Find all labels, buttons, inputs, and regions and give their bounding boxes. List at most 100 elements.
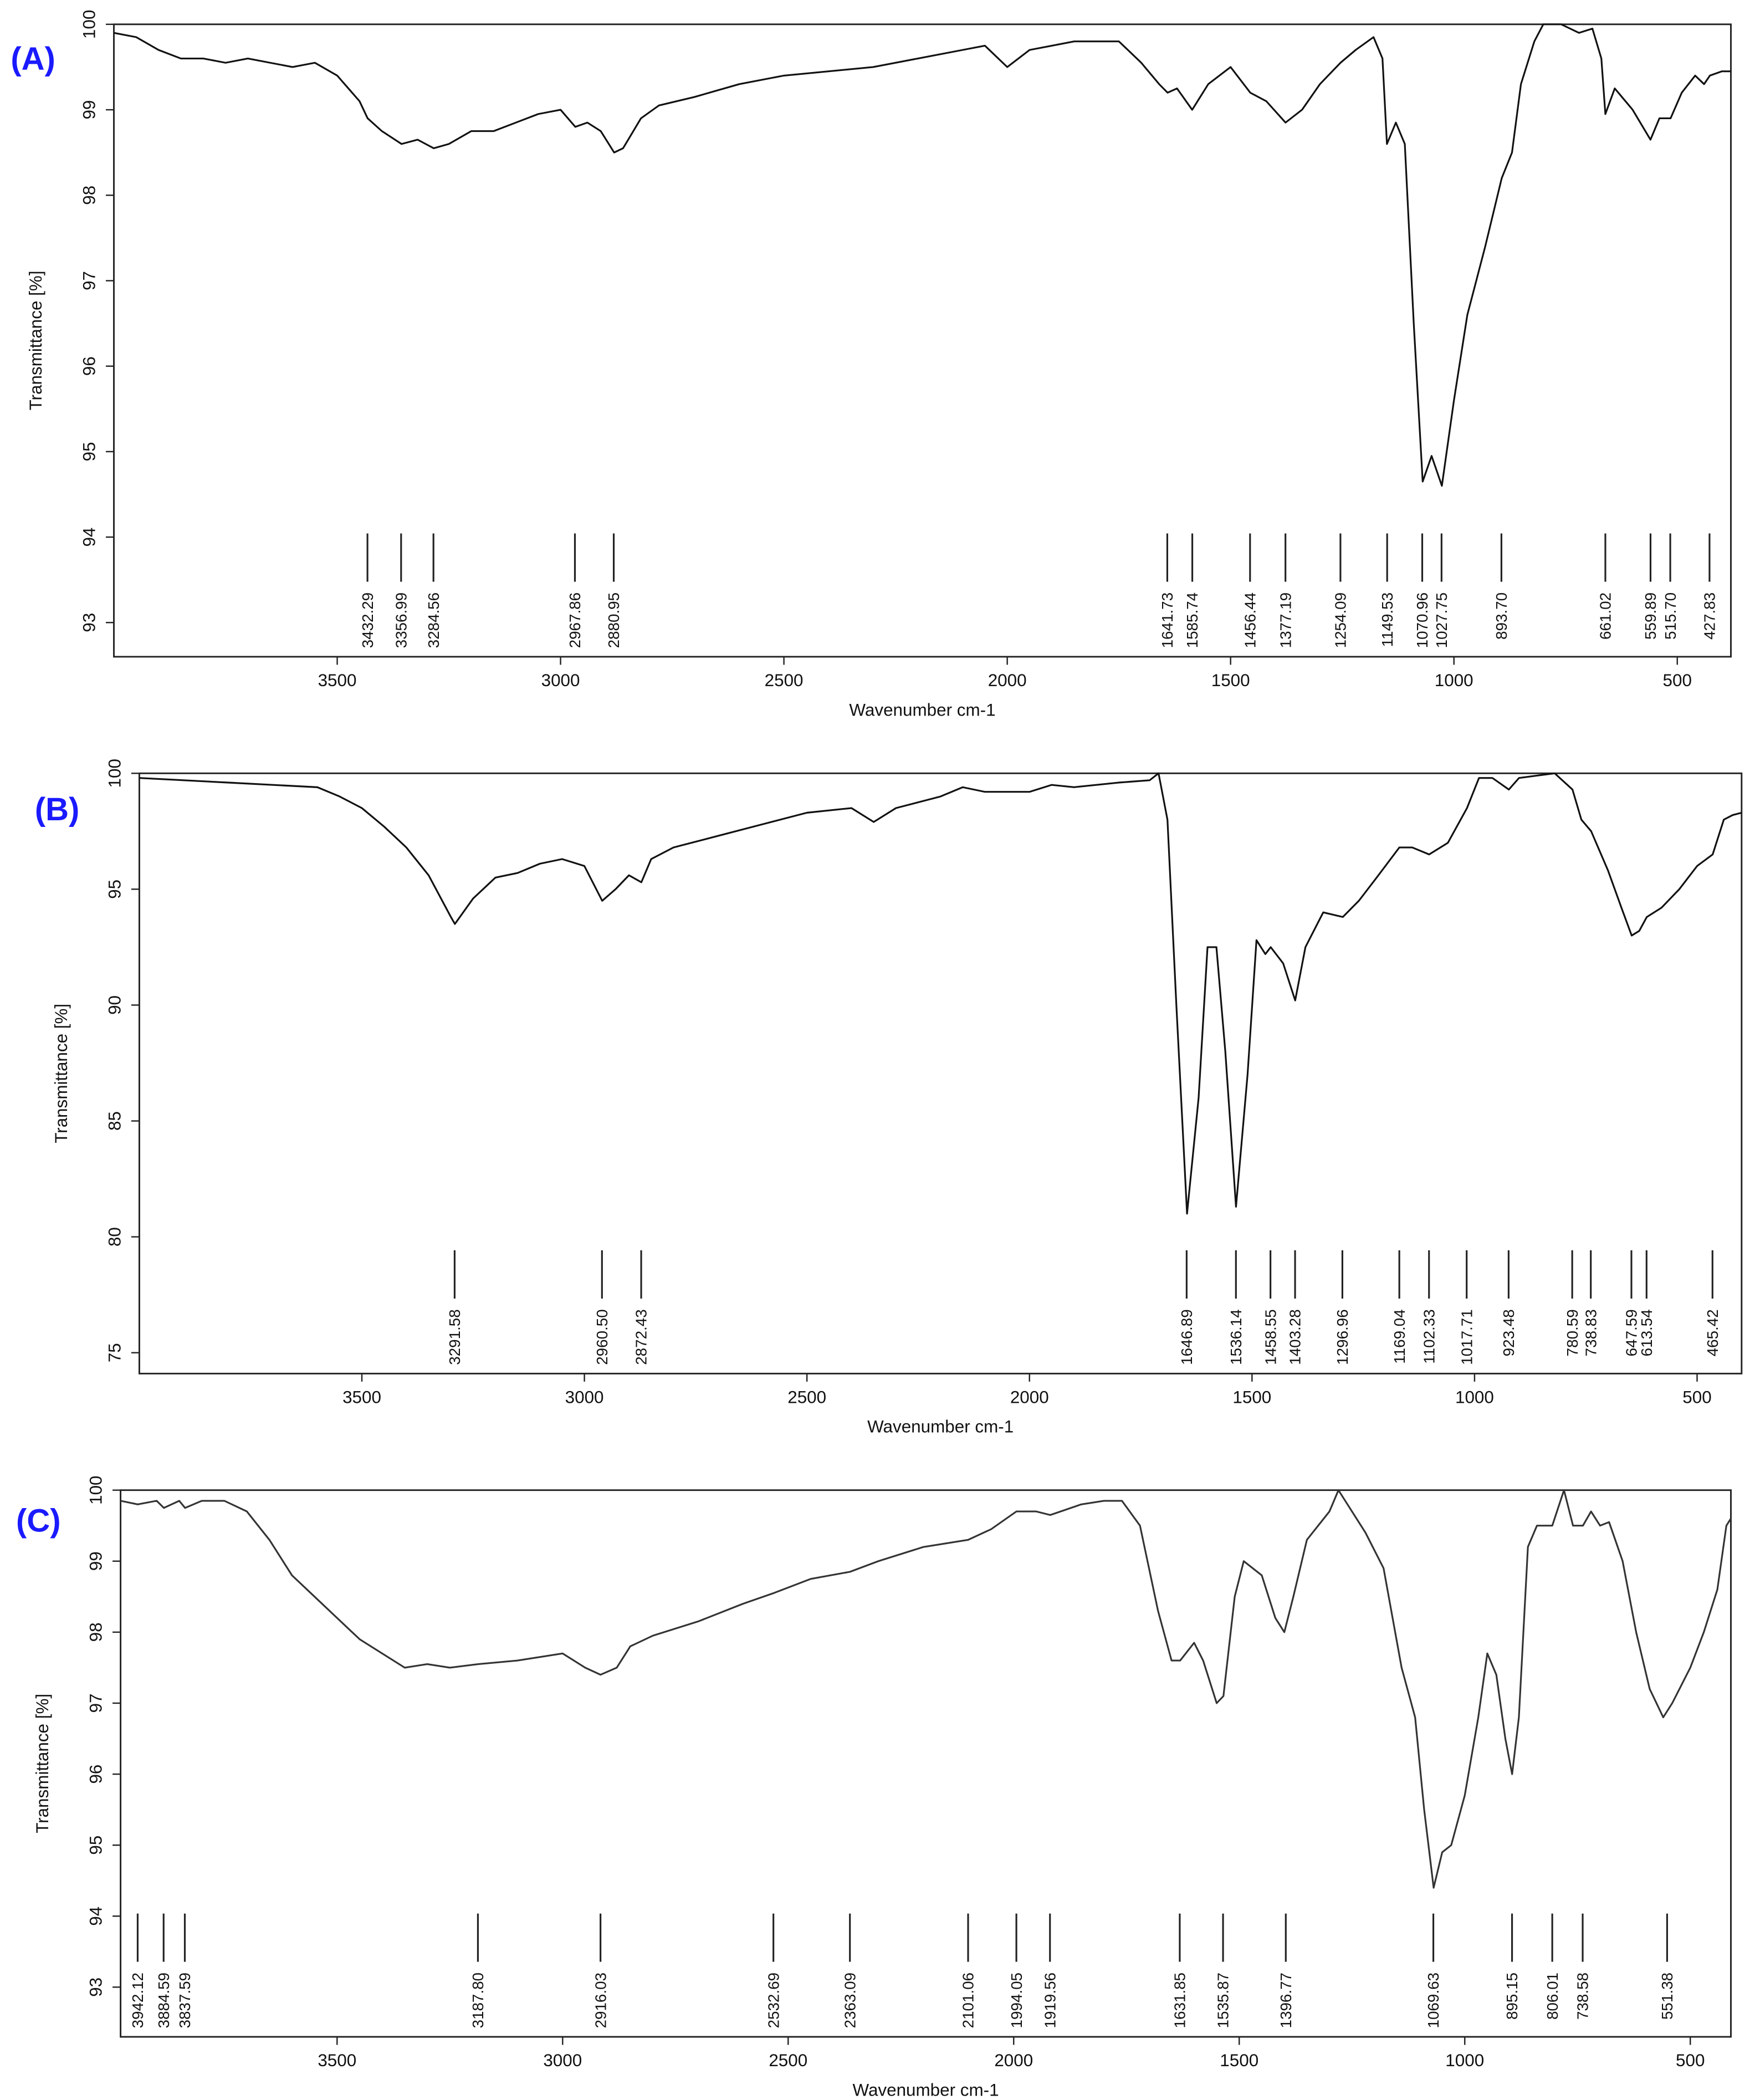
peak-label: 1994.05: [1008, 1973, 1025, 2028]
peak-label: 613.54: [1638, 1309, 1655, 1356]
y-axis-title: Transmittance [%]: [33, 1694, 52, 1833]
x-tick-label: 500: [1682, 1388, 1711, 1407]
y-tick-label: 95: [80, 442, 99, 461]
panel: (B) 3500 3000 2500 2000 1500 1000 500 75 80 85 90 95…: [35, 759, 1743, 1437]
peak-label: 3942.12: [129, 1973, 146, 2028]
peak-label: 2532.69: [765, 1973, 782, 2028]
panel-label: (A): [11, 41, 55, 77]
y-tick-label: 99: [86, 1551, 106, 1571]
x-tick-label: 3500: [318, 2051, 356, 2070]
peak-label: 3884.59: [155, 1973, 172, 2028]
y-tick-label: 99: [80, 100, 99, 120]
peak-label: 551.38: [1659, 1973, 1676, 2020]
y-axis-title: Transmittance [%]: [52, 1004, 71, 1143]
y-tick-label: 93: [86, 1978, 106, 1997]
spectrum-line: [114, 23, 1731, 487]
peak-label: 893.70: [1493, 592, 1510, 640]
y-tick-label: 100: [86, 1475, 106, 1504]
y-tick-label: 95: [86, 1836, 106, 1855]
x-tick-label: 2000: [1010, 1388, 1049, 1407]
y-tick-label: 96: [80, 356, 99, 376]
peak-label: 923.48: [1500, 1309, 1517, 1356]
peak-label: 2960.50: [593, 1309, 611, 1365]
peak-label: 427.83: [1701, 592, 1718, 640]
peak-label: 465.42: [1704, 1309, 1721, 1356]
peak-label: 3356.99: [392, 592, 410, 648]
plot-frame: [113, 23, 1732, 658]
x-axis-title: Wavenumber cm-1: [849, 700, 995, 719]
peak-label: 1535.87: [1215, 1973, 1232, 2028]
peak-label: 1458.55: [1262, 1309, 1279, 1365]
peak-label: 2363.09: [841, 1973, 858, 2028]
x-tick-label: 1000: [1435, 671, 1473, 690]
peak-label: 738.58: [1574, 1973, 1592, 2020]
panel: (C) 3500 3000 2500 2000 1500 1000 500 93 94 95 96 97…: [16, 1475, 1732, 2099]
peak-label: 1641.73: [1159, 592, 1176, 648]
x-tick-label: 3000: [541, 671, 580, 690]
x-tick-label: 2500: [787, 1388, 826, 1407]
spectrum-line: [120, 1489, 1732, 1889]
y-tick-label: 85: [105, 1111, 125, 1131]
y-tick-label: 95: [105, 880, 125, 899]
peak-label: 1169.04: [1391, 1309, 1408, 1363]
peak-label: 515.70: [1662, 592, 1679, 640]
y-tick-label: 90: [105, 995, 125, 1015]
y-tick-label: 97: [80, 271, 99, 290]
peak-label: 1102.33: [1420, 1309, 1437, 1363]
x-tick-label: 500: [1676, 2051, 1705, 2070]
peak-label: 3284.56: [425, 592, 442, 648]
peak-label: 1254.09: [1332, 592, 1349, 648]
peak-label: 2967.86: [566, 592, 584, 648]
peak-label: 1631.85: [1171, 1973, 1189, 2028]
peak-label: 647.59: [1623, 1309, 1640, 1356]
y-tick-label: 80: [105, 1227, 125, 1246]
peak-label: 3187.80: [469, 1973, 487, 2028]
panel-label: (C): [16, 1503, 61, 1539]
y-tick-label: 100: [105, 759, 125, 788]
peak-label: 1585.74: [1184, 592, 1201, 648]
panel-label: (B): [35, 791, 80, 827]
x-tick-label: 500: [1663, 671, 1692, 690]
peak-label: 1027.75: [1433, 592, 1450, 648]
y-tick-label: 75: [105, 1343, 125, 1362]
peak-label: 1070.96: [1414, 592, 1431, 648]
x-tick-label: 3000: [565, 1388, 604, 1407]
peak-label: 3291.58: [446, 1309, 463, 1365]
y-tick-label: 98: [80, 186, 99, 205]
peak-label: 559.89: [1642, 592, 1659, 640]
x-axis-title: Wavenumber cm-1: [852, 2080, 999, 2099]
x-tick-label: 3500: [342, 1388, 381, 1407]
y-axis-title: Transmittance [%]: [26, 270, 45, 410]
x-tick-label: 3500: [318, 671, 357, 690]
y-tick-label: 93: [80, 613, 99, 632]
y-tick-label: 94: [80, 528, 99, 547]
x-tick-label: 2000: [994, 2051, 1033, 2070]
peak-label: 1396.77: [1277, 1973, 1294, 2028]
x-tick-label: 1500: [1211, 671, 1250, 690]
x-tick-label: 1000: [1445, 2051, 1484, 2070]
peak-label: 1296.96: [1334, 1309, 1351, 1365]
y-tick-label: 97: [86, 1693, 106, 1713]
peak-label: 738.83: [1582, 1309, 1599, 1356]
x-tick-label: 1500: [1220, 2051, 1258, 2070]
x-tick-label: 2500: [769, 2051, 807, 2070]
peak-label: 1646.89: [1178, 1309, 1195, 1365]
peak-label: 1069.63: [1425, 1973, 1442, 2028]
peak-label: 895.15: [1503, 1973, 1521, 2020]
peak-label: 806.01: [1544, 1973, 1561, 2020]
y-tick-label: 98: [86, 1622, 106, 1642]
peak-label: 2872.43: [633, 1309, 650, 1365]
peak-label: 1456.44: [1241, 592, 1258, 648]
x-tick-label: 1000: [1455, 1388, 1494, 1407]
peak-label: 1536.14: [1227, 1309, 1245, 1365]
x-tick-label: 2500: [765, 671, 804, 690]
x-tick-label: 1500: [1232, 1388, 1271, 1407]
peak-label: 1017.71: [1458, 1309, 1475, 1365]
peak-label: 2880.95: [605, 592, 622, 648]
peak-label: 3432.29: [359, 592, 376, 648]
y-tick-label: 96: [86, 1765, 106, 1784]
peak-label: 1377.19: [1277, 592, 1294, 648]
peak-label: 780.59: [1564, 1309, 1581, 1356]
